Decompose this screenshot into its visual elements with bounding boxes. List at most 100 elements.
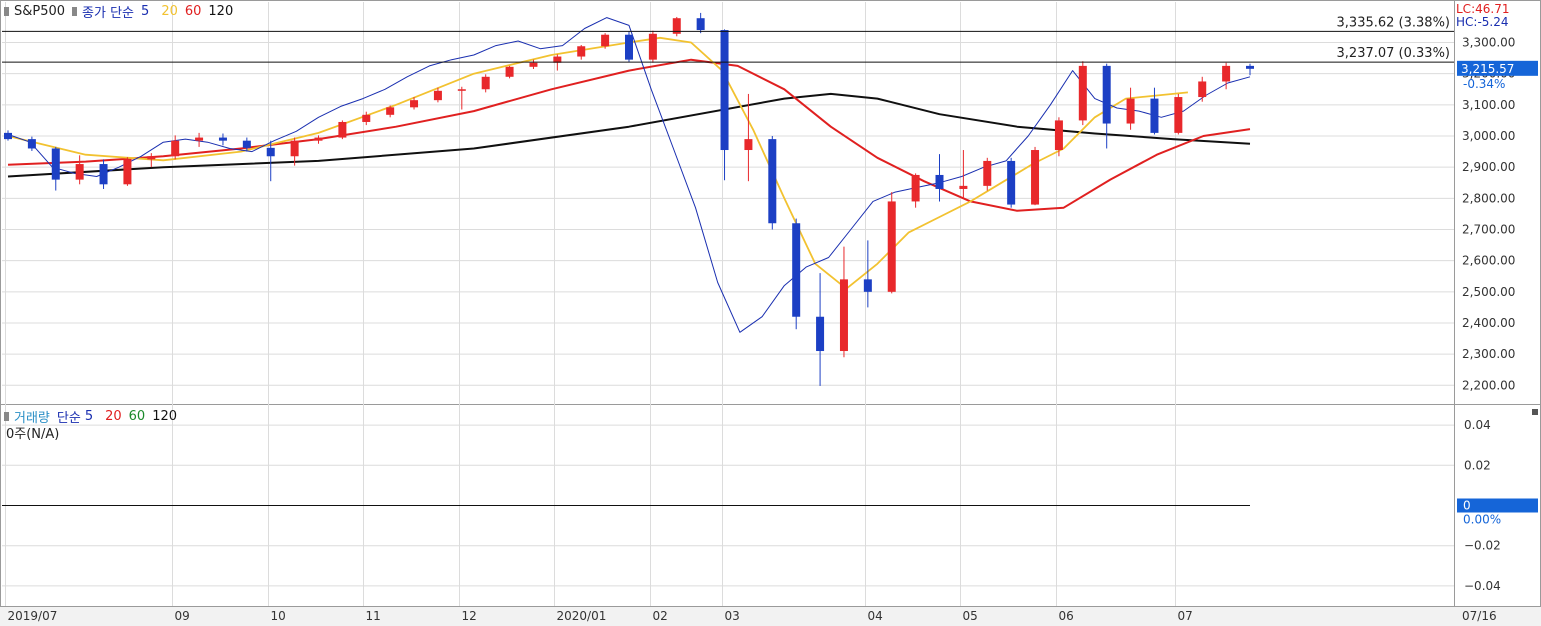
- x-tick-label: 10: [271, 609, 286, 623]
- legend-ma20: 20: [161, 4, 178, 19]
- candle-body: [266, 147, 275, 157]
- legend-marker-icon: [4, 7, 9, 16]
- x-tick-label: 02: [653, 609, 668, 623]
- current-value-text: 3,215.57: [1461, 62, 1514, 76]
- candle-body: [1031, 150, 1040, 205]
- price-tick-label: 2,600.00: [1462, 254, 1515, 268]
- price-tick-label: 2,700.00: [1462, 222, 1515, 236]
- candle-body: [863, 279, 872, 292]
- candle-body: [1150, 98, 1159, 133]
- candle-body: [648, 33, 657, 60]
- x-tick-label: 11: [366, 609, 381, 623]
- candle-body: [457, 89, 466, 91]
- candle-body: [4, 132, 12, 140]
- candle-body: [123, 159, 132, 185]
- candle-body: [601, 34, 610, 47]
- candle-body: [625, 34, 633, 60]
- candle-body: [1222, 65, 1231, 82]
- legend-ma5: 5: [141, 4, 150, 19]
- candle-body: [935, 174, 944, 189]
- x-tick-label: 06: [1059, 609, 1074, 623]
- ma60-line: [7, 58, 1251, 212]
- candle-body: [195, 137, 204, 141]
- candle-body: [433, 90, 442, 101]
- legend-ma120: 120: [208, 4, 234, 19]
- price-tick-label: 2,500.00: [1462, 285, 1515, 299]
- volume-legend: 거래량 단순 5 20 60 120: [4, 407, 184, 426]
- candle-body: [887, 201, 896, 292]
- legend-ma60: 60: [184, 4, 202, 19]
- candle-body: [720, 30, 729, 151]
- candle-body: [1102, 65, 1111, 124]
- legend-marker-icon: [72, 7, 78, 16]
- candle-body: [744, 139, 753, 151]
- candle-body: [338, 121, 347, 138]
- volume-legend-ma5: 5: [84, 409, 94, 424]
- volume-legend-ma120: 120: [152, 409, 178, 424]
- price-legend: S&P500 종가 단순 5 20 60 120: [4, 2, 240, 21]
- candle-body: [672, 18, 681, 34]
- candle-body: [1078, 65, 1087, 121]
- candle-body: [959, 185, 968, 189]
- candle-body: [147, 156, 156, 160]
- candle-body: [505, 66, 514, 77]
- legend-ma-label: 종가 단순: [82, 6, 135, 21]
- candle-body: [792, 223, 801, 317]
- candle-body: [218, 137, 227, 141]
- volume-tick-label: −0.02: [1464, 539, 1501, 553]
- x-tick-label: 07: [1178, 609, 1193, 623]
- candle-body: [171, 140, 180, 157]
- reference-line-label: 3,335.62 (3.38%): [1337, 15, 1450, 30]
- legend-marker-icon: [4, 412, 9, 421]
- volume-legend-ma60: 60: [128, 409, 146, 424]
- price-tick-label: 2,200.00: [1462, 378, 1515, 392]
- volume-current-change: 0.00%: [1463, 513, 1501, 527]
- pane-collapse-icon: [1532, 409, 1538, 415]
- candle-body: [553, 56, 562, 63]
- price-tick-label: 2,300.00: [1462, 347, 1515, 361]
- volume-value-note: 0주(N/A): [6, 423, 66, 442]
- candle-body: [577, 46, 586, 57]
- x-current-label: 07/16: [1462, 609, 1497, 623]
- x-tick-label: 2019/07: [8, 609, 58, 623]
- volume-current-badge: [1457, 498, 1538, 513]
- price-tick-label: 3,000.00: [1462, 129, 1515, 143]
- reference-line-label: 3,237.07 (0.33%): [1337, 46, 1450, 61]
- legend-symbol: S&P500: [14, 4, 66, 19]
- candle-body: [410, 100, 419, 108]
- candle-body: [386, 107, 395, 115]
- x-tick-label: 09: [175, 609, 190, 623]
- volume-legend-ma-label: 단순: [56, 411, 81, 426]
- candle-body: [1126, 98, 1135, 124]
- volume-legend-ma20: 20: [105, 409, 122, 424]
- candle-body: [99, 164, 108, 185]
- volume-value-note-text: 0주(N/A): [6, 427, 60, 442]
- candle-body: [1054, 120, 1063, 151]
- candle-body: [911, 174, 920, 202]
- price-tick-label: 3,300.00: [1462, 36, 1515, 50]
- x-tick-label: 12: [462, 609, 477, 623]
- x-tick-label: 03: [725, 609, 740, 623]
- candle-body: [1246, 65, 1254, 69]
- candle-body: [362, 114, 371, 122]
- ma120-line: [7, 92, 1251, 178]
- candle-body: [1174, 97, 1183, 133]
- candle-body: [1007, 160, 1016, 205]
- price-tick-label: 3,100.00: [1462, 98, 1515, 112]
- current-value-badge: [1457, 60, 1538, 76]
- volume-current-text: 0: [1463, 499, 1471, 513]
- candle-body: [529, 62, 538, 67]
- candle-body: [1198, 81, 1207, 98]
- hc-readout: HC:-5.24: [1456, 15, 1509, 29]
- volume-tick-label: 0.04: [1464, 418, 1491, 432]
- candle-body: [314, 137, 323, 141]
- price-tick-label: 2,900.00: [1462, 160, 1515, 174]
- x-tick-label: 2020/01: [557, 609, 607, 623]
- candle-body: [839, 279, 848, 352]
- candle-body: [816, 316, 825, 352]
- volume-legend-label: 거래량: [14, 411, 50, 426]
- volume-tick-label: −0.04: [1464, 579, 1501, 593]
- candle-body: [696, 18, 705, 31]
